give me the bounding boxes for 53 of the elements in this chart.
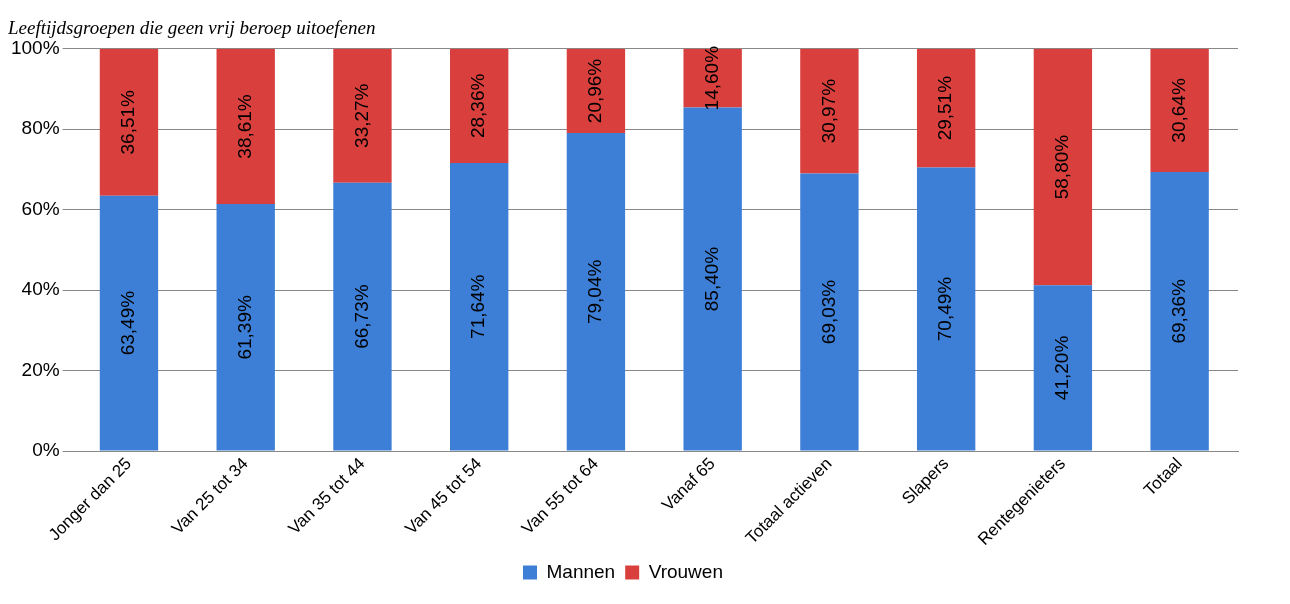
data-label: 20,96% [584,58,606,124]
data-label: 36,51% [117,89,139,155]
data-label: 79,04% [584,259,606,325]
data-label: 66,73% [350,284,372,349]
bar [450,48,509,163]
x-tick-label: Van 35 tot 44 [284,453,369,539]
bar [1033,285,1093,451]
bar [333,48,392,183]
data-label: 63,49% [117,290,139,356]
bar [333,182,392,451]
bar [216,204,275,451]
bar [566,133,626,451]
data-label: 70,49% [934,276,956,342]
bar [450,162,509,451]
data-label: 29,51% [934,75,956,141]
chart-title: Leeftijdsgroepen die geen vrij beroep uitoefenen [7,17,376,39]
y-tick-label: 100% [10,37,60,59]
legend-label: Mannen [546,560,616,582]
bar [800,48,859,174]
data-label: 69,03% [817,279,839,345]
y-tick-label: 80% [21,117,60,139]
bar [99,48,159,196]
bar [683,48,742,108]
data-label: 38,61% [233,94,255,159]
bar [800,173,859,451]
x-tick-label: Van 25 tot 34 [167,453,252,539]
data-label: 69,36% [1167,278,1189,344]
data-label: 85,40% [700,246,722,312]
bar [216,48,275,205]
bar [916,48,976,168]
bar [916,167,976,451]
bar [99,195,159,451]
legend-label: Vrouwen [648,560,723,582]
data-label: 14,60% [700,45,722,111]
data-label: 58,80% [1051,134,1073,200]
data-label: 41,20% [1051,335,1073,401]
y-tick-label: 40% [21,278,60,300]
bar [1033,48,1093,286]
y-tick-label: 20% [21,358,60,380]
data-label: 71,64% [467,274,489,339]
data-label: 33,27% [350,83,372,148]
x-tick-label: Van 55 tot 64 [518,453,603,539]
bar [1150,48,1209,173]
bar [1150,172,1209,451]
data-label: 28,36% [467,73,489,139]
data-label: 61,39% [233,295,255,360]
y-tick-label: 0% [32,439,60,461]
y-tick-label: 60% [21,197,60,219]
bar [683,107,742,451]
bar [566,48,626,134]
x-tick-label: Van 45 tot 54 [401,453,486,539]
data-label: 30,64% [1167,78,1189,143]
data-label: 30,97% [817,78,839,144]
